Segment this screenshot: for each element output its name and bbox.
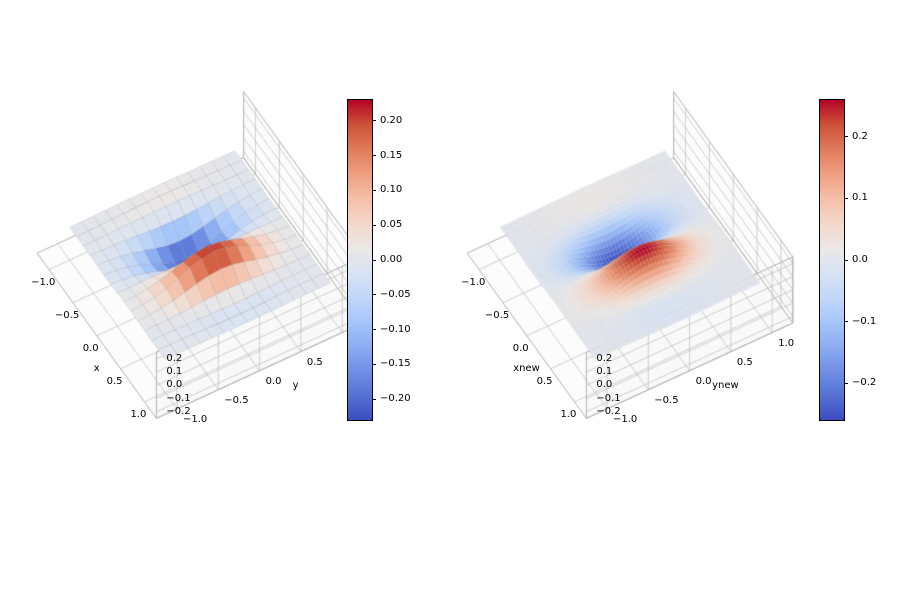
colorbar-tick-label: 0.10	[380, 185, 402, 195]
colorbar-tick-label: 0.00	[380, 255, 402, 265]
colorbar-tick-label: −0.2	[852, 378, 876, 388]
colorbar-tick-mark	[844, 136, 848, 137]
xtick-right: −0.5	[485, 311, 509, 321]
colorbar-tick-label: −0.20	[380, 394, 411, 404]
colorbar-tick-label: 0.1	[852, 193, 868, 203]
colorbar-tick-mark	[372, 294, 376, 295]
colorbar-tick-label: 0.0	[852, 255, 868, 265]
ytick-right: 0.0	[696, 377, 712, 387]
ztick-right: 0.2	[596, 354, 612, 364]
ztick-right: 0.0	[596, 380, 612, 390]
surface3d-right	[0, 0, 900, 600]
ytick-right: 1.0	[778, 339, 794, 349]
colorbar-tick-mark	[372, 225, 376, 226]
colorbar-tick-mark	[372, 399, 376, 400]
colorbar-tick-label: 0.2	[852, 132, 868, 142]
ytick-right: −0.5	[654, 396, 678, 406]
colorbar-tick-label: 0.15	[380, 151, 402, 161]
colorbar-tick-mark	[844, 198, 848, 199]
colorbar-tick-mark	[372, 260, 376, 261]
colorbar-tick-label: 0.05	[380, 220, 402, 230]
xtick-right: 0.5	[537, 377, 553, 387]
ztick-right: 0.1	[596, 367, 612, 377]
colorbar-tick-mark	[844, 321, 848, 322]
colorbar-tick-mark	[372, 190, 376, 191]
colorbar-left: −0.20−0.15−0.10−0.050.000.050.100.150.20	[348, 100, 372, 420]
ztick-right: −0.2	[596, 407, 620, 417]
colorbar-tick-mark	[844, 383, 848, 384]
colorbar-tick-label: 0.20	[380, 116, 402, 126]
colorbar-gradient	[820, 100, 844, 420]
colorbar-tick-mark	[372, 155, 376, 156]
figure: −1.0−0.50.00.51.0−1.0−0.50.00.51.0−0.2−0…	[0, 0, 900, 600]
xtick-right: −1.0	[461, 278, 485, 288]
ytick-right: 0.5	[737, 358, 753, 368]
colorbar-right: −0.2−0.10.00.10.2	[820, 100, 844, 420]
ztick-right: −0.1	[596, 394, 620, 404]
colorbar-tick-label: −0.1	[852, 317, 876, 327]
xtick-right: 0.0	[513, 344, 529, 354]
xlabel-right: xnew	[513, 364, 540, 374]
colorbar-tick-label: −0.10	[380, 325, 411, 335]
colorbar-tick-mark	[372, 120, 376, 121]
colorbar-tick-label: −0.15	[380, 359, 411, 369]
colorbar-gradient	[348, 100, 372, 420]
colorbar-tick-mark	[372, 364, 376, 365]
colorbar-tick-label: −0.05	[380, 290, 411, 300]
colorbar-tick-mark	[372, 329, 376, 330]
colorbar-tick-mark	[844, 260, 848, 261]
xtick-right: 1.0	[560, 410, 576, 420]
ylabel-right: ynew	[712, 381, 739, 391]
